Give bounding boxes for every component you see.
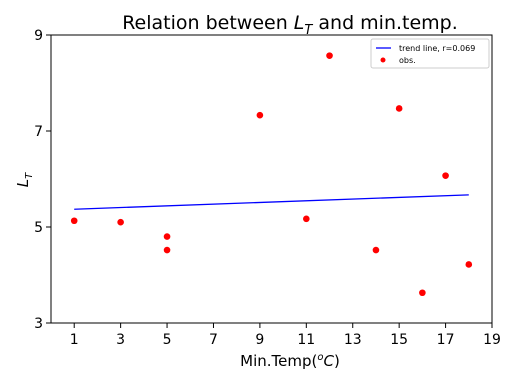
x-axis-title: Min.Temp(oC) (240, 352, 340, 370)
legend: trend line, r=0.069 obs. (370, 38, 490, 69)
chart-title-prefix: Relation between (122, 12, 294, 34)
x-tick-label: 5 (163, 332, 172, 348)
chart-title-symbol: L (294, 12, 305, 34)
obs-point (395, 105, 403, 112)
legend-frame (370, 38, 490, 69)
legend-label: trend line, r=0.069 (399, 44, 475, 53)
y-tick-label: 7 (34, 124, 43, 140)
x-axis-title-superscript: o (317, 352, 323, 363)
obs-point (256, 111, 264, 119)
x-tick-label: 17 (437, 332, 455, 348)
obs-point (70, 217, 78, 225)
legend-label: obs. (399, 56, 416, 65)
x-tick-label: 15 (390, 332, 408, 348)
plot-frame (50, 34, 493, 324)
legend-marker-swatch (380, 57, 386, 63)
x-tick-label: 19 (483, 332, 501, 348)
chart-title: Relation between LT and min.temp. (122, 12, 458, 38)
obs-point (326, 52, 333, 59)
y-axis-title-subscript: T (24, 172, 35, 179)
y-tick-label: 5 (34, 220, 43, 236)
chart-title-subscript: T (304, 23, 313, 38)
y-axis-title: LT (14, 172, 35, 187)
y-tick-label: 9 (34, 28, 43, 44)
obs-point (117, 218, 124, 226)
obs-point (419, 289, 426, 297)
obs-point (163, 233, 171, 240)
y-tick-label: 3 (34, 316, 43, 332)
x-tick-label: 7 (209, 332, 218, 348)
x-axis-title-unit: C (324, 352, 335, 370)
x-axis-title-prefix: Min.Temp( (240, 352, 317, 370)
obs-point (163, 246, 171, 254)
obs-point (465, 261, 473, 268)
x-tick-label: 3 (116, 332, 125, 348)
x-tick-label: 13 (344, 332, 362, 348)
x-tick-label: 9 (255, 332, 264, 348)
y-axis-title-symbol: L (14, 179, 32, 187)
x-tick-label: 1 (70, 332, 79, 348)
chart-title-suffix: and min.temp. (312, 12, 457, 34)
x-axis-title-suffix: ) (334, 352, 340, 370)
obs-point (442, 172, 449, 179)
obs-point (372, 246, 380, 254)
obs-point (303, 215, 310, 223)
x-tick-label: 11 (297, 332, 315, 348)
trend-line (74, 194, 469, 210)
